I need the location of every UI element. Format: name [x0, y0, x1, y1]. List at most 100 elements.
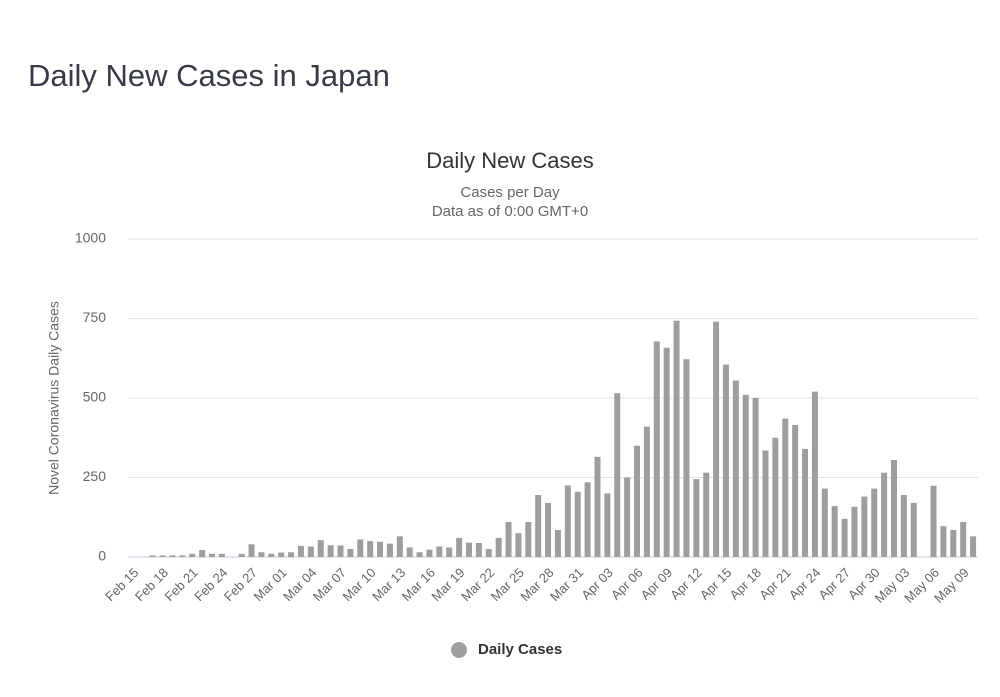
bar [871, 488, 878, 557]
page-title: Daily New Cases in Japan [28, 58, 390, 93]
bar [475, 543, 482, 557]
bar [505, 522, 512, 557]
bar [446, 547, 453, 557]
x-tick-label: Apr 21 [756, 565, 794, 603]
bar [930, 485, 937, 557]
legend-label: Daily Cases [478, 641, 562, 658]
bar [564, 485, 571, 557]
bar [396, 536, 403, 557]
bar [525, 522, 532, 557]
bar [713, 321, 720, 557]
bar [752, 398, 759, 557]
bar [288, 552, 295, 557]
bar [218, 553, 225, 557]
x-tick-label: Apr 15 [697, 565, 735, 603]
bar [693, 479, 700, 557]
bar [772, 437, 779, 557]
bar [377, 541, 384, 557]
bar [258, 552, 265, 557]
bar [535, 494, 542, 557]
bar [209, 553, 216, 557]
bar [782, 418, 789, 557]
bar [189, 553, 196, 557]
bar [149, 555, 156, 557]
bar [584, 482, 591, 557]
bar [327, 545, 334, 557]
chart-subtitle: Data as of 0:00 GMT+0 [432, 203, 588, 220]
y-tick-label: 1000 [75, 230, 106, 246]
bar [238, 553, 245, 557]
bar [653, 341, 660, 557]
bar [297, 545, 304, 557]
bar [792, 425, 799, 557]
bar [465, 542, 472, 557]
bar [278, 552, 285, 557]
bar [861, 496, 868, 557]
bar [436, 546, 443, 557]
bar [722, 364, 729, 557]
y-tick-label: 750 [83, 309, 107, 325]
bar [426, 549, 433, 557]
bar [515, 533, 522, 557]
bar [604, 493, 611, 557]
x-tick-label: Apr 12 [667, 565, 705, 603]
y-tick-label: 500 [83, 389, 107, 405]
bar [347, 549, 354, 557]
bar [554, 529, 561, 557]
y-tick-label: 0 [98, 548, 106, 564]
bar [624, 477, 631, 557]
bar [614, 393, 621, 557]
y-axis-label: Novel Coronavirus Daily Cases [46, 301, 62, 495]
bar [960, 522, 967, 557]
x-tick-label: Apr 03 [578, 565, 616, 603]
bar [881, 472, 888, 557]
bar [416, 552, 423, 557]
bar [248, 544, 255, 557]
bar [831, 506, 838, 557]
bar [683, 359, 690, 557]
bar [851, 506, 858, 557]
bar [634, 445, 641, 557]
bar [169, 555, 176, 557]
bar [811, 391, 818, 557]
bar [199, 550, 206, 557]
bar [159, 555, 166, 557]
bar [762, 450, 769, 557]
bar [663, 347, 670, 557]
bar [574, 491, 581, 557]
bar [456, 537, 463, 557]
x-tick-label: Apr 06 [608, 565, 646, 603]
bar [821, 488, 828, 557]
bar [317, 540, 324, 557]
bar [386, 543, 393, 557]
bar [357, 539, 364, 557]
bar [307, 546, 314, 557]
bar [950, 529, 957, 557]
bar [545, 502, 552, 557]
bar [594, 456, 601, 557]
bar [643, 426, 650, 557]
bar [406, 547, 413, 557]
x-tick-label: Apr 27 [815, 565, 853, 603]
bar [495, 537, 502, 557]
chart-title: Daily New Cases [426, 148, 594, 173]
bar [337, 545, 344, 557]
x-tick-label: Apr 09 [638, 565, 676, 603]
x-tick-label: Apr 18 [726, 565, 764, 603]
bar [742, 394, 749, 557]
bar [940, 526, 947, 557]
bar [802, 448, 809, 557]
bar [732, 380, 739, 557]
bar [890, 460, 897, 557]
bar [841, 518, 848, 557]
bar [673, 320, 680, 557]
x-tick-label: Mar 31 [547, 565, 586, 604]
bar [703, 472, 710, 557]
x-tick-label: Apr 24 [786, 565, 824, 603]
bar [970, 536, 977, 557]
bar [910, 502, 917, 557]
chart-subtitle: Cases per Day [460, 184, 560, 201]
bar [179, 555, 186, 557]
